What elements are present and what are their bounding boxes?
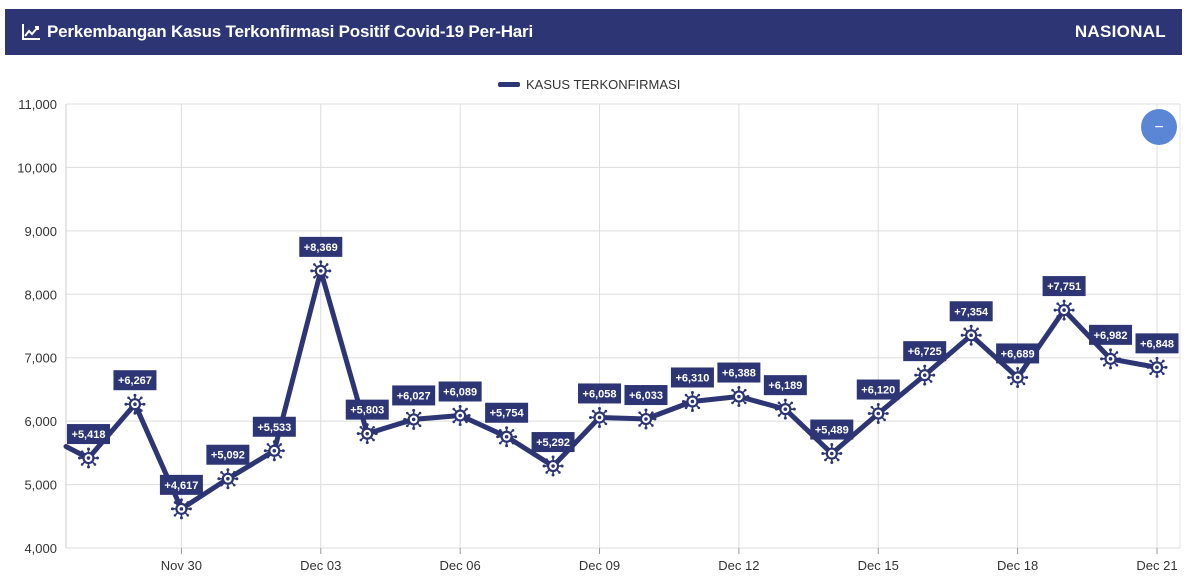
header-left: Perkembangan Kasus Terkonfirmasi Positif… bbox=[21, 22, 533, 42]
virus-marker-icon bbox=[1145, 355, 1169, 379]
minus-icon: − bbox=[1154, 119, 1163, 136]
data-label-box bbox=[531, 432, 575, 453]
x-tick-label: Dec 21 bbox=[1136, 558, 1177, 573]
virus-marker-icon bbox=[309, 259, 333, 283]
x-tick-label: Dec 12 bbox=[718, 558, 759, 573]
chart-title: Perkembangan Kasus Terkonfirmasi Positif… bbox=[47, 22, 533, 41]
data-label: +6,089 bbox=[443, 386, 477, 398]
data-label: +5,489 bbox=[815, 425, 849, 437]
x-tick-label: Dec 03 bbox=[300, 558, 341, 573]
data-label: +6,189 bbox=[768, 380, 802, 392]
y-tick-label: 10,000 bbox=[17, 160, 57, 175]
chart-legend[interactable]: KASUS TERKONFIRMASI bbox=[498, 77, 680, 92]
data-label-box bbox=[810, 419, 854, 440]
virus-marker-icon bbox=[680, 389, 705, 414]
y-tick-label: 4,000 bbox=[24, 541, 57, 556]
data-label: +6,310 bbox=[675, 372, 709, 384]
x-tick-label: Dec 09 bbox=[579, 558, 620, 573]
x-tick-label: Nov 30 bbox=[161, 558, 202, 573]
x-tick-label: Dec 18 bbox=[997, 558, 1038, 573]
data-label-box bbox=[624, 385, 668, 406]
data-label: +6,725 bbox=[908, 346, 942, 358]
data-label: +6,689 bbox=[1001, 348, 1035, 360]
zoom-out-button[interactable]: − bbox=[1141, 109, 1177, 145]
legend-swatch bbox=[498, 82, 520, 87]
data-label: +6,033 bbox=[629, 390, 663, 402]
data-label-box bbox=[299, 236, 343, 257]
data-label-box bbox=[949, 301, 993, 322]
data-label-box bbox=[1042, 276, 1086, 297]
data-label-box bbox=[578, 383, 622, 404]
data-label-box bbox=[903, 341, 947, 362]
data-label-box bbox=[159, 474, 203, 495]
data-label: +5,803 bbox=[350, 405, 384, 417]
data-label-box bbox=[206, 444, 250, 465]
virus-marker-icon bbox=[727, 384, 751, 409]
data-label-box bbox=[1089, 324, 1133, 345]
virus-marker-icon bbox=[448, 403, 472, 428]
virus-marker-icon bbox=[402, 407, 426, 432]
legend-label: KASUS TERKONFIRMASI bbox=[526, 77, 680, 92]
data-label-box bbox=[252, 416, 296, 437]
data-label-box bbox=[717, 362, 761, 383]
data-label-box bbox=[763, 375, 807, 396]
data-label: +6,982 bbox=[1094, 330, 1128, 342]
data-label-box bbox=[392, 385, 436, 406]
y-axis: 4,000 5,000 6,000 7,000 8,000 9,000 10,000 11,0… bbox=[17, 97, 57, 556]
data-label: +7,751 bbox=[1047, 281, 1081, 293]
y-tick-label: 11,000 bbox=[18, 97, 57, 112]
data-label: +6,267 bbox=[118, 375, 152, 387]
data-label-box bbox=[1135, 333, 1179, 354]
x-tick-label: Dec 06 bbox=[440, 558, 481, 573]
series-kasus-terkonfirmasi bbox=[63, 259, 1169, 521]
data-label-box bbox=[438, 381, 482, 402]
data-label-box bbox=[67, 424, 110, 445]
line-chart-icon bbox=[22, 24, 40, 40]
y-tick-label: 9,000 bbox=[24, 224, 57, 239]
data-label: +6,120 bbox=[861, 385, 895, 397]
data-label-box bbox=[670, 367, 714, 388]
data-label-box bbox=[345, 399, 389, 420]
y-tick-label: 8,000 bbox=[24, 287, 57, 302]
data-label: +5,533 bbox=[257, 422, 291, 434]
data-label: +6,388 bbox=[722, 368, 756, 380]
data-labels: +5,418 +6,267 +4,617 +5,092 +5,533 +8,369 +5,8… bbox=[67, 236, 1179, 495]
data-label: +6,058 bbox=[583, 388, 617, 400]
data-label: +6,027 bbox=[397, 390, 431, 402]
data-label-box bbox=[113, 370, 157, 391]
y-tick-label: 6,000 bbox=[24, 414, 57, 429]
virus-marker-icon bbox=[355, 422, 379, 446]
chart-grid bbox=[65, 103, 1181, 549]
y-tick-label: 5,000 bbox=[24, 478, 57, 493]
data-label: +5,292 bbox=[536, 437, 570, 449]
data-label-box bbox=[996, 343, 1040, 364]
data-label-box bbox=[485, 402, 529, 423]
data-label: +5,418 bbox=[72, 429, 106, 441]
virus-marker-icon bbox=[634, 407, 658, 431]
x-tick-label: Dec 15 bbox=[858, 558, 899, 573]
data-label: +4,617 bbox=[164, 480, 198, 492]
data-label: +6,848 bbox=[1140, 338, 1174, 350]
chart-header: Perkembangan Kasus Terkonfirmasi Positif… bbox=[5, 9, 1182, 55]
y-tick-label: 7,000 bbox=[24, 351, 57, 366]
region-label: NASIONAL bbox=[1074, 22, 1166, 41]
data-label: +7,354 bbox=[954, 306, 989, 318]
data-label: +8,369 bbox=[304, 242, 338, 254]
data-label: +5,754 bbox=[490, 408, 525, 420]
zoom-button-circle[interactable] bbox=[1141, 109, 1177, 145]
covid-daily-chart: KASUS TERKONFIRMASI 4,000 5,000 6,000 7,000… bbox=[17, 77, 1181, 573]
data-label-box bbox=[856, 379, 900, 400]
x-axis: Nov 30 Dec 03 Dec 06 Dec 09 Dec 12 Dec 15 Dec … bbox=[161, 548, 1178, 573]
data-label: +5,092 bbox=[211, 450, 245, 462]
